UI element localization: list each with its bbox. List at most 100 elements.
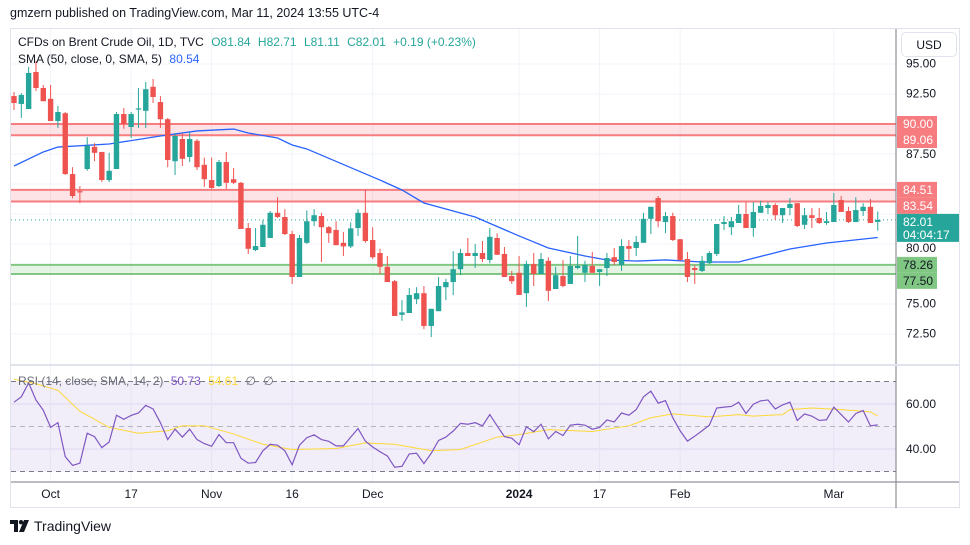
candle (714, 223, 720, 256)
candle-body (406, 295, 412, 313)
candle-body (47, 98, 54, 121)
candle-body (399, 312, 405, 315)
candle (875, 211, 881, 231)
candle-body (853, 210, 859, 223)
zone-price-label-bg (897, 132, 937, 148)
last-price-label-bg (897, 213, 959, 242)
rsi-tick-label: 40.00 (906, 442, 936, 456)
candle (487, 228, 493, 264)
last-price-label: 82.01 (903, 215, 933, 229)
candle (735, 205, 742, 223)
candle-body (809, 215, 815, 218)
candle (531, 253, 537, 286)
publish-line: gmzern published on TradingView.com, Mar… (10, 6, 380, 20)
candle (640, 212, 647, 243)
candle-body (289, 234, 295, 277)
candle-body (282, 217, 288, 235)
candle (289, 230, 295, 284)
candle (113, 112, 120, 169)
candle-body (714, 223, 720, 254)
candle (267, 211, 273, 238)
candle-body (626, 246, 632, 249)
price-tick-label: 72.50 (906, 327, 936, 341)
candle-body (640, 218, 647, 243)
rsi-sma-line (13, 378, 879, 452)
candle-body (692, 268, 698, 271)
candle (560, 259, 566, 288)
candle (413, 287, 420, 304)
candle (538, 253, 544, 274)
candle-body (230, 179, 237, 183)
candle-body (633, 241, 639, 248)
candle-body (267, 212, 273, 238)
symbol-title[interactable]: CFDs on Brent Crude Oil, 1D, TVC (18, 35, 204, 49)
candle-body (128, 114, 134, 127)
candle (47, 85, 54, 121)
candle-body (604, 258, 610, 268)
chart-frame (10, 28, 960, 508)
candle (509, 271, 515, 284)
time-tick-label: Mar (824, 487, 845, 501)
high-value: H82.71 (257, 35, 297, 49)
candle (25, 67, 32, 109)
rsi-pane (11, 378, 896, 472)
candle-body (823, 221, 830, 223)
candle-body (77, 191, 83, 193)
candle-body (860, 206, 866, 211)
sma-label[interactable]: SMA (50, close, 0, SMA, 5) (18, 52, 163, 66)
candle (662, 211, 669, 234)
candle (867, 199, 874, 223)
change-value: +0.19 (+0.23%) (393, 35, 476, 49)
candle (150, 79, 156, 103)
candle-body (208, 180, 215, 188)
candle (340, 232, 347, 256)
candle-body (391, 281, 398, 316)
candle-body (772, 205, 778, 216)
candle (230, 168, 237, 184)
time-tick-label: 2024 (506, 487, 533, 501)
candle-body (655, 198, 661, 222)
countdown-label: 04:04:17 (903, 228, 950, 242)
candle-body (545, 260, 552, 291)
candle-body (245, 228, 251, 249)
candle-body (355, 212, 361, 229)
candle-body (69, 174, 76, 196)
candle-body (165, 119, 171, 160)
candle (670, 212, 676, 241)
candle (384, 256, 391, 283)
zone-price-label: 89.06 (903, 133, 933, 147)
candle (326, 226, 332, 243)
candle-body (735, 214, 742, 223)
zone-price-label: 77.50 (903, 274, 933, 288)
candle (260, 220, 266, 247)
main-legend: CFDs on Brent Crude Oil, 1D, TVC O81.84 … (18, 35, 480, 49)
candle (501, 247, 508, 277)
candle-body (25, 73, 32, 109)
candle (179, 133, 186, 166)
candle (457, 248, 464, 276)
candle (809, 208, 815, 229)
candle (472, 244, 478, 268)
candle-body (552, 275, 559, 289)
candle (128, 112, 134, 139)
rsi-label[interactable]: RSI (14, close, SMA, 14, 2) (18, 374, 164, 388)
brand[interactable]: TradingView (10, 518, 111, 534)
currency-button[interactable]: USD (901, 32, 957, 57)
axes: Oct 17 Nov 16 Dec 2024 17 Feb Mar 60.00 40.00 95.00… (11, 29, 959, 508)
candle (750, 202, 757, 237)
candle (655, 196, 661, 228)
candle-body (845, 211, 852, 223)
candle (18, 93, 25, 118)
candle (99, 151, 105, 182)
candle-body (801, 215, 808, 225)
candle (552, 266, 559, 289)
candle-body (252, 246, 259, 250)
zone-price-label-bg (897, 116, 937, 132)
candle (91, 143, 98, 162)
candle-body (721, 222, 727, 224)
candle-body (465, 253, 471, 256)
candle-body (318, 216, 325, 228)
candle (626, 240, 632, 260)
candle (121, 108, 127, 129)
